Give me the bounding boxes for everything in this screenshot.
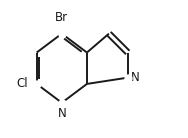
Text: N: N [58,107,66,120]
Text: Cl: Cl [16,77,28,90]
Text: N: N [131,71,139,84]
Text: Br: Br [55,11,68,24]
